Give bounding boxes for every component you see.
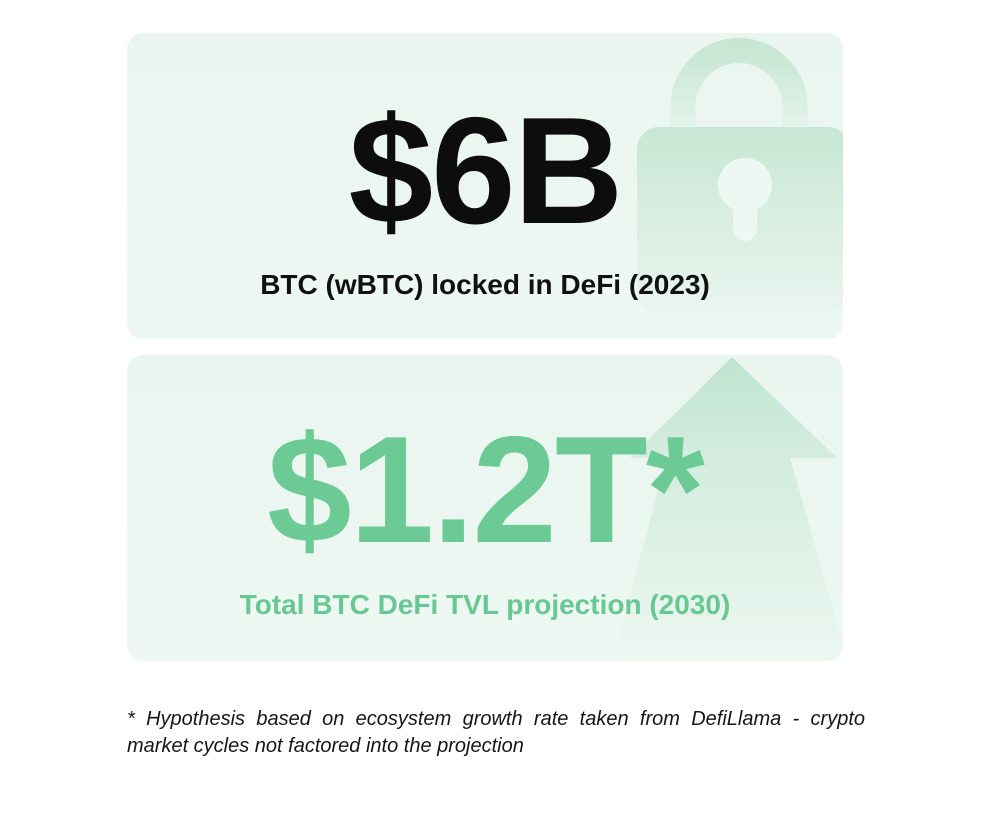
stat-value: $1.2T* [267, 405, 705, 575]
stat-card-tvl-projection: $1.2T* Total BTC DeFi TVL projection (20… [127, 355, 843, 661]
stat-card-btc-locked: $6B BTC (wBTC) locked in DeFi (2023) [127, 33, 843, 339]
stat-label: Total BTC DeFi TVL projection (2030) [239, 589, 731, 620]
stat-label: BTC (wBTC) locked in DeFi (2023) [260, 269, 710, 300]
stat-value: $6B [348, 86, 624, 256]
footnote: * Hypothesis based on ecosystem growth r… [127, 708, 865, 757]
